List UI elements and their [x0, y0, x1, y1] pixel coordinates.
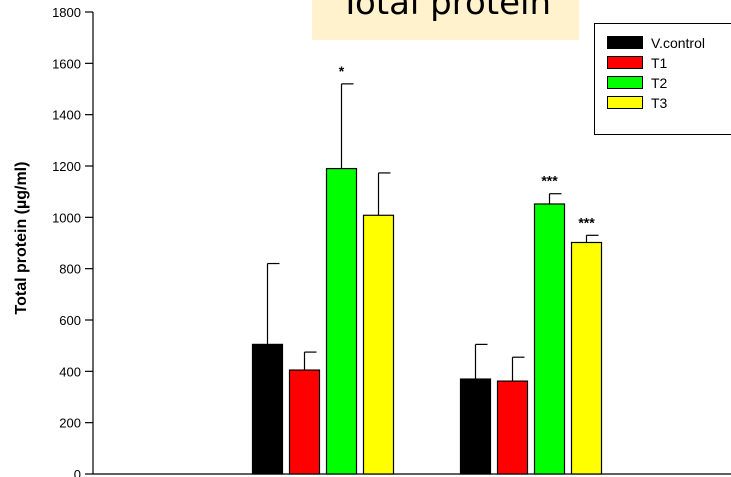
significance-annotations: *******	[339, 63, 595, 230]
bar	[325, 167, 358, 475]
legend-label-t2: T2	[651, 75, 668, 91]
legend-swatch-v-control	[607, 36, 643, 49]
bar	[570, 241, 603, 475]
y-tick-label: 200	[59, 416, 81, 431]
legend-swatch-t1	[607, 56, 643, 69]
y-tick-label: 600	[59, 313, 81, 328]
legend-label-t3: T3	[651, 95, 668, 111]
y-tick-label: 1000	[52, 210, 81, 225]
legend-swatch-t3	[607, 96, 643, 109]
legend-swatch-t2	[607, 76, 643, 89]
y-tick-label: 1200	[52, 159, 81, 174]
legend-label-t1: T1	[651, 55, 668, 71]
chart-title-box: Total protein	[312, 0, 579, 40]
y-tick-label: 1600	[52, 56, 81, 71]
bars	[251, 167, 603, 475]
y-tick-label: 0	[74, 467, 81, 477]
significance-label: ***	[541, 173, 558, 189]
bar	[496, 380, 529, 475]
bar	[362, 214, 395, 475]
bar	[459, 378, 492, 475]
significance-label: ***	[578, 214, 595, 230]
bar	[533, 203, 566, 475]
y-tick-label: 800	[59, 262, 81, 277]
legend-label-v-control: V.control	[651, 35, 705, 51]
legend: V.control T1 T2 T3	[594, 23, 731, 135]
chart-title: Total protein	[339, 0, 552, 23]
y-tick-label: 1400	[52, 108, 81, 123]
bar	[288, 369, 321, 475]
y-tick-label: 400	[59, 364, 81, 379]
y-tick-label: 1800	[52, 5, 81, 20]
y-axis-label: Total protein (µg/ml)	[13, 161, 30, 315]
y-axis: 0 200 400 600 800 1000 1200 1400 1600 1800	[52, 5, 93, 477]
error-bars	[266, 83, 599, 382]
bar	[251, 343, 284, 475]
significance-label: *	[339, 63, 345, 79]
